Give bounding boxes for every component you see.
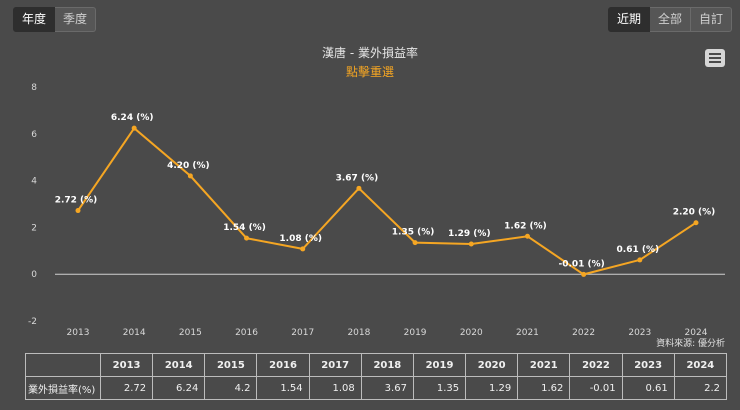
y-tick-label: 6 bbox=[31, 130, 37, 140]
x-axis: 2013 2014 2015 2016 2017 2018 2019 2020 2021 2022… bbox=[67, 328, 708, 338]
data-label: -0.01 (%) bbox=[558, 259, 604, 269]
data-label: 1.54 (%) bbox=[223, 223, 266, 233]
y-axis: -2 0 2 4 6 8 bbox=[28, 83, 37, 327]
y-tick-label: 4 bbox=[31, 177, 37, 187]
table-cell: 1.29 bbox=[465, 376, 519, 400]
table-header-cell: 2020 bbox=[465, 353, 519, 377]
quarterly-button[interactable]: 季度 bbox=[55, 7, 97, 32]
custom-button[interactable]: 自訂 bbox=[690, 7, 732, 32]
table-header-cell: 2016 bbox=[256, 353, 310, 377]
table-header-cell: 2014 bbox=[152, 353, 206, 377]
data-points bbox=[75, 125, 699, 277]
x-tick-label: 2019 bbox=[404, 328, 427, 338]
table-cell: 2.72 bbox=[99, 376, 154, 400]
data-point[interactable] bbox=[581, 271, 587, 277]
x-tick-label: 2013 bbox=[67, 328, 90, 338]
x-tick-label: 2016 bbox=[235, 328, 258, 338]
table-cell: 0.61 bbox=[621, 376, 675, 400]
data-label: 1.29 (%) bbox=[448, 229, 491, 239]
table-header-row: 2013 2014 2015 2016 2017 2018 2019 2020 2021 2022… bbox=[25, 353, 728, 377]
line-chart: -2 0 2 4 6 8 2013 2014 2015 2016 2017 2018 2019 2020… bbox=[28, 83, 725, 338]
x-tick-label: 2024 bbox=[685, 328, 708, 338]
data-label: 3.67 (%) bbox=[336, 173, 379, 183]
recent-button[interactable]: 近期 bbox=[607, 7, 650, 32]
data-label: 0.61 (%) bbox=[617, 245, 660, 255]
data-label: 1.62 (%) bbox=[504, 221, 547, 231]
table-header-cell: 2021 bbox=[517, 353, 571, 377]
x-tick-label: 2014 bbox=[123, 328, 146, 338]
x-tick-label: 2015 bbox=[179, 328, 202, 338]
table-header-cell: 2017 bbox=[308, 353, 362, 377]
table-header-cell: 2015 bbox=[204, 353, 258, 377]
data-point[interactable] bbox=[131, 125, 137, 131]
data-point[interactable] bbox=[524, 233, 530, 239]
table-header-cell: 2019 bbox=[412, 353, 467, 377]
table-cell: 1.62 bbox=[517, 376, 571, 400]
hamburger-menu-icon[interactable] bbox=[705, 49, 725, 67]
source-note: 資料來源: 優分析 bbox=[656, 339, 725, 349]
data-label: 1.08 (%) bbox=[279, 234, 322, 244]
table-row: 業外損益率(%) 2.72 6.24 4.2 1.54 1.08 3.67 1.35 1.29… bbox=[25, 376, 728, 400]
range-toggle: 近期 全部 自訂 bbox=[607, 7, 732, 32]
data-label: 1.35 (%) bbox=[392, 228, 435, 238]
data-point[interactable] bbox=[356, 185, 362, 191]
y-tick-label: 2 bbox=[31, 223, 37, 233]
x-tick-label: 2020 bbox=[460, 328, 483, 338]
y-tick-label: 8 bbox=[31, 83, 37, 93]
table-cell: 6.24 bbox=[152, 376, 206, 400]
table-cell: 2.2 bbox=[673, 376, 728, 400]
data-point[interactable] bbox=[468, 241, 474, 247]
data-label: 6.24 (%) bbox=[111, 113, 154, 123]
data-point[interactable] bbox=[244, 235, 250, 241]
x-tick-label: 2017 bbox=[291, 328, 314, 338]
x-tick-label: 2018 bbox=[347, 328, 370, 338]
x-tick-label: 2022 bbox=[572, 328, 595, 338]
table-cell: 4.2 bbox=[204, 376, 258, 400]
y-tick-label: -2 bbox=[28, 317, 37, 327]
data-labels: 2.72 (%) 6.24 (%) 4.20 (%) 1.54 (%) 1.08 (%)… bbox=[55, 113, 716, 269]
table-row-label: 業外損益率(%) bbox=[25, 376, 101, 400]
table-cell: 1.35 bbox=[412, 376, 467, 400]
data-point[interactable] bbox=[300, 246, 306, 252]
table-header-cell: 2018 bbox=[360, 353, 414, 377]
table-cell: 1.08 bbox=[308, 376, 362, 400]
data-label: 4.20 (%) bbox=[167, 161, 210, 171]
data-point[interactable] bbox=[187, 173, 193, 179]
x-tick-label: 2023 bbox=[628, 328, 651, 338]
x-tick-label: 2021 bbox=[516, 328, 539, 338]
data-label: 2.20 (%) bbox=[673, 208, 716, 218]
table-header-cell: 2024 bbox=[673, 353, 728, 377]
table-cell: 1.54 bbox=[256, 376, 310, 400]
data-point[interactable] bbox=[637, 257, 643, 263]
table-header-cell: 2013 bbox=[99, 353, 154, 377]
chart-subtitle[interactable]: 點擊重選 bbox=[345, 65, 394, 79]
table-header-cell: 2023 bbox=[621, 353, 675, 377]
data-point[interactable] bbox=[412, 240, 418, 246]
series-line bbox=[77, 126, 697, 276]
data-label: 2.72 (%) bbox=[55, 196, 98, 206]
annual-button[interactable]: 年度 bbox=[13, 7, 56, 32]
all-button[interactable]: 全部 bbox=[649, 7, 691, 32]
table-header-cell: 2022 bbox=[569, 353, 623, 377]
table-corner-cell bbox=[25, 353, 101, 377]
table-cell: 3.67 bbox=[360, 376, 414, 400]
data-point[interactable] bbox=[693, 220, 699, 226]
period-toggle: 年度 季度 bbox=[13, 7, 97, 32]
data-table: 2013 2014 2015 2016 2017 2018 2019 2020 2021 2022… bbox=[25, 353, 728, 400]
chart-title: 漢唐 - 業外損益率 bbox=[322, 46, 418, 60]
y-tick-label: 0 bbox=[31, 270, 37, 280]
table-cell: -0.01 bbox=[569, 376, 623, 400]
data-point[interactable] bbox=[75, 208, 81, 214]
